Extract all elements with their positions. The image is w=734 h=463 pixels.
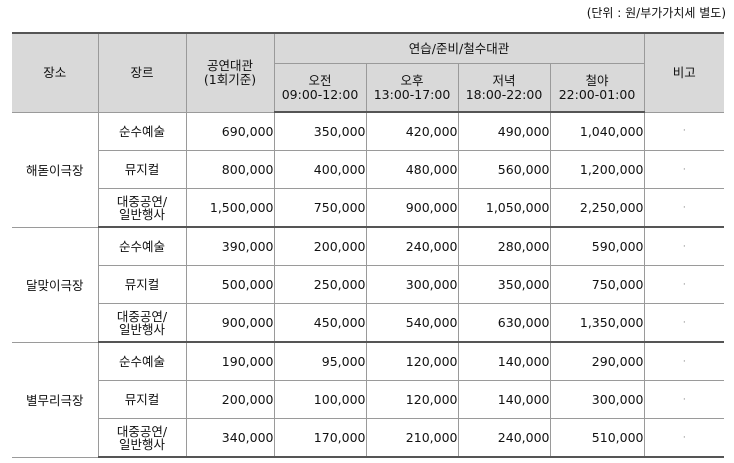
afternoon-fee: 120,000 (365, 341, 459, 381)
note-cell: · (643, 303, 724, 343)
header-slot-afternoon: 오후 13:00-17:00 (365, 63, 459, 113)
afternoon-fee: 210,000 (365, 418, 459, 458)
performance-fee: 1,500,000 (185, 188, 275, 228)
table-row: 달맞이극장 순수예술 390,000 200,000 240,000 280,0… (12, 226, 724, 343)
afternoon-fee: 240,000 (365, 226, 459, 266)
morning-fee: 450,000 (273, 303, 367, 343)
evening-fee: 140,000 (457, 380, 551, 419)
venue-name: 해돋이극장 (12, 111, 99, 228)
genre-cell: 대중공연/ 일반행사 (98, 303, 187, 343)
table-row: 대중공연/ 일반행사 900,000 450,000 540,000 630,0… (12, 303, 724, 343)
slot-time: 09:00-12:00 (281, 86, 359, 102)
header-venue: 장소 (12, 32, 99, 113)
table-row: 대중공연/ 일반행사 340,000 170,000 210,000 240,0… (12, 418, 724, 458)
slot-label: 저녁 (492, 72, 516, 88)
performance-fee: 200,000 (185, 380, 275, 419)
afternoon-fee: 900,000 (365, 188, 459, 228)
genre-cell: 뮤지컬 (98, 265, 187, 304)
performance-fee: 190,000 (185, 341, 275, 381)
morning-fee: 750,000 (273, 188, 367, 228)
evening-fee: 560,000 (457, 150, 551, 189)
genre-cell: 순수예술 (97, 226, 187, 266)
table-row: 대중공연/ 일반행사 1,500,000 750,000 900,000 1,0… (12, 188, 724, 228)
rental-fee-table: 장소 장르 공연대관 (1회기준) 연습/준비/철수대관 비고 오전 09:00… (12, 32, 724, 458)
slot-label: 오후 (400, 72, 424, 88)
genre-cell: 뮤지컬 (98, 150, 187, 189)
overnight-fee: 750,000 (549, 265, 645, 304)
evening-fee: 280,000 (457, 226, 551, 266)
header-slot-evening: 저녁 18:00-22:00 (457, 63, 551, 113)
afternoon-fee: 300,000 (365, 265, 459, 304)
performance-fee: 690,000 (185, 111, 275, 151)
note-cell: · (643, 341, 724, 381)
morning-fee: 350,000 (273, 111, 367, 151)
unit-note: (단위 : 원/부가가치세 별도) (586, 6, 726, 20)
morning-fee: 250,000 (273, 265, 367, 304)
slot-time: 13:00-17:00 (373, 86, 451, 102)
evening-fee: 240,000 (457, 418, 551, 458)
overnight-fee: 290,000 (549, 341, 645, 381)
evening-fee: 1,050,000 (457, 188, 551, 228)
morning-fee: 400,000 (273, 150, 367, 189)
venue-name: 달맞이극장 (12, 226, 99, 343)
header-performance-rental: 공연대관 (1회기준) (185, 32, 275, 113)
performance-fee: 800,000 (185, 150, 275, 189)
evening-fee: 490,000 (457, 111, 551, 151)
overnight-fee: 1,350,000 (549, 303, 645, 343)
note-cell: · (643, 188, 724, 228)
note-cell: · (643, 380, 724, 419)
overnight-fee: 1,200,000 (549, 150, 645, 189)
performance-fee: 900,000 (185, 303, 275, 343)
slot-time: 18:00-22:00 (465, 86, 543, 102)
performance-fee: 500,000 (185, 265, 275, 304)
morning-fee: 95,000 (273, 341, 367, 381)
genre-cell: 대중공연/ 일반행사 (98, 418, 187, 458)
note-cell: · (643, 111, 724, 151)
note-cell: · (643, 226, 724, 266)
table-row: 뮤지컬 200,000 100,000 120,000 140,000 300,… (12, 380, 724, 419)
afternoon-fee: 540,000 (365, 303, 459, 343)
morning-fee: 100,000 (273, 380, 367, 419)
note-cell: · (643, 418, 724, 458)
header-note: 비고 (643, 32, 724, 113)
header-genre: 장르 (97, 32, 187, 113)
genre-cell: 대중공연/ 일반행사 (98, 188, 187, 228)
slot-label: 오전 (308, 72, 332, 88)
table-row: 뮤지컬 500,000 250,000 300,000 350,000 750,… (12, 265, 724, 304)
slot-time: 22:00-01:00 (558, 86, 636, 102)
slot-label: 철야 (585, 72, 609, 88)
afternoon-fee: 480,000 (365, 150, 459, 189)
genre-cell: 순수예술 (97, 111, 187, 151)
overnight-fee: 300,000 (549, 380, 645, 419)
performance-fee: 340,000 (185, 418, 275, 458)
morning-fee: 200,000 (273, 226, 367, 266)
header-slot-overnight: 철야 22:00-01:00 (549, 63, 644, 113)
performance-fee: 390,000 (185, 226, 275, 266)
header-slot-morning: 오전 09:00-12:00 (274, 63, 367, 113)
table-row: 뮤지컬 800,000 400,000 480,000 560,000 1,20… (12, 150, 724, 189)
overnight-fee: 510,000 (549, 418, 645, 458)
overnight-fee: 2,250,000 (549, 188, 645, 228)
note-cell: · (643, 150, 724, 189)
evening-fee: 350,000 (457, 265, 551, 304)
note-cell: · (643, 265, 724, 304)
evening-fee: 630,000 (457, 303, 551, 343)
evening-fee: 140,000 (457, 341, 551, 381)
morning-fee: 170,000 (273, 418, 367, 458)
table-row: 해돋이극장 순수예술 690,000 350,000 420,000 490,0… (12, 111, 724, 228)
overnight-fee: 590,000 (549, 226, 645, 266)
overnight-fee: 1,040,000 (549, 111, 645, 151)
venue-name: 별무리극장 (12, 341, 99, 458)
table-row: 별무리극장 순수예술 190,000 95,000 120,000 140,00… (12, 341, 724, 458)
genre-cell: 순수예술 (97, 341, 187, 381)
header-rehearsal-group: 연습/준비/철수대관 (273, 32, 645, 64)
afternoon-fee: 120,000 (365, 380, 459, 419)
genre-cell: 뮤지컬 (98, 380, 187, 419)
afternoon-fee: 420,000 (365, 111, 459, 151)
